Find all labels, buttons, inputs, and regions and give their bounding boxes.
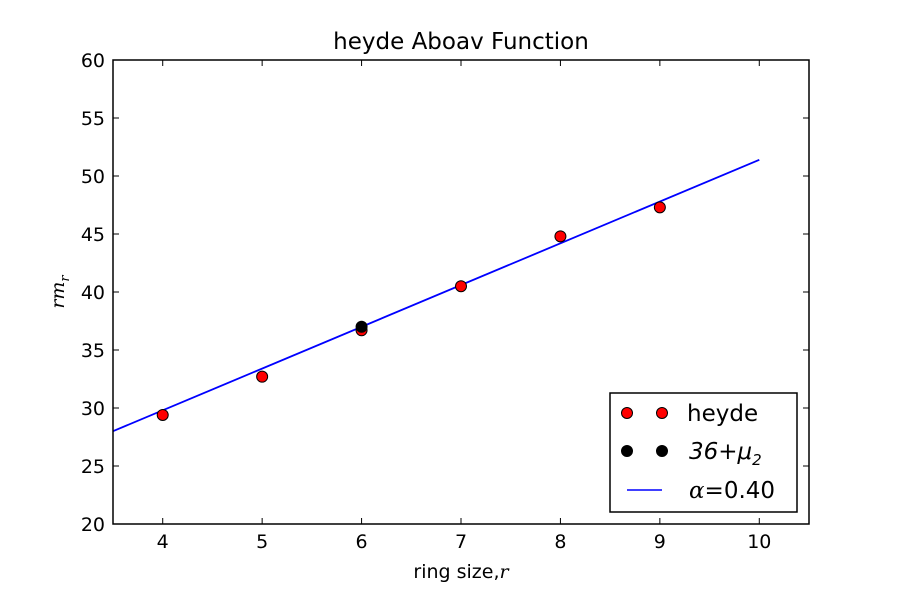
x-axis-label-math: r — [500, 561, 511, 583]
y-tick-label-55: 55 — [81, 108, 105, 130]
y-axis-label-sub: r — [58, 275, 73, 282]
legend-heyde-marker-right — [656, 407, 668, 419]
x-tick-label-9: 9 — [654, 531, 666, 553]
data-point-s0-1 — [256, 370, 269, 383]
legend-alpha-label-math: α — [689, 478, 705, 504]
y-tick-label-35: 35 — [81, 340, 105, 362]
legend-36mu2-label: 36+μ2 — [689, 439, 762, 469]
legend-36mu2-label-main: 36+μ — [689, 439, 752, 465]
legend-heyde-marker-left — [621, 407, 633, 419]
x-axis-label: ring size,r — [413, 561, 510, 583]
data-point-s0-5 — [653, 201, 666, 214]
data-point-s0-3 — [455, 280, 467, 293]
fit-line — [112, 158, 760, 433]
y-tick-label-30: 30 — [81, 398, 105, 420]
legend-alpha-label-value: =0.40 — [705, 478, 775, 504]
x-tick-label-5: 5 — [256, 531, 268, 553]
x-tick-label-6: 6 — [356, 531, 368, 553]
x-tick-label-8: 8 — [554, 531, 566, 553]
y-tick-label-40: 40 — [81, 282, 105, 304]
legend-36mu2-marker-left — [621, 445, 633, 457]
data-point-s0-0 — [156, 408, 169, 421]
legend-heyde-label: heyde — [687, 401, 758, 427]
x-tick-label-10: 10 — [747, 531, 771, 553]
legend-box — [609, 392, 798, 513]
legend-36mu2-label-sub: 2 — [752, 451, 762, 469]
y-tick-label-60: 60 — [81, 50, 105, 72]
y-axis-label-main: rm — [47, 282, 69, 309]
data-point-s1-0 — [355, 320, 368, 333]
x-axis-label-text: ring size, — [413, 561, 499, 583]
y-tick-label-50: 50 — [81, 166, 105, 188]
y-tick-label-25: 25 — [81, 456, 105, 478]
chart-title: heyde Aboav Function — [333, 29, 589, 55]
y-tick-label-20: 20 — [81, 514, 105, 536]
x-tick-label-4: 4 — [157, 531, 169, 553]
legend: heyde 36+μ2 α=0.40 — [609, 392, 798, 513]
y-axis-label: rmr — [47, 275, 73, 309]
legend-36mu2-marker-right — [656, 445, 668, 457]
data-point-s0-4 — [554, 230, 567, 243]
legend-alpha-label: α=0.40 — [689, 478, 775, 504]
x-tick-label-7: 7 — [455, 531, 467, 553]
y-tick-label-45: 45 — [81, 224, 105, 246]
